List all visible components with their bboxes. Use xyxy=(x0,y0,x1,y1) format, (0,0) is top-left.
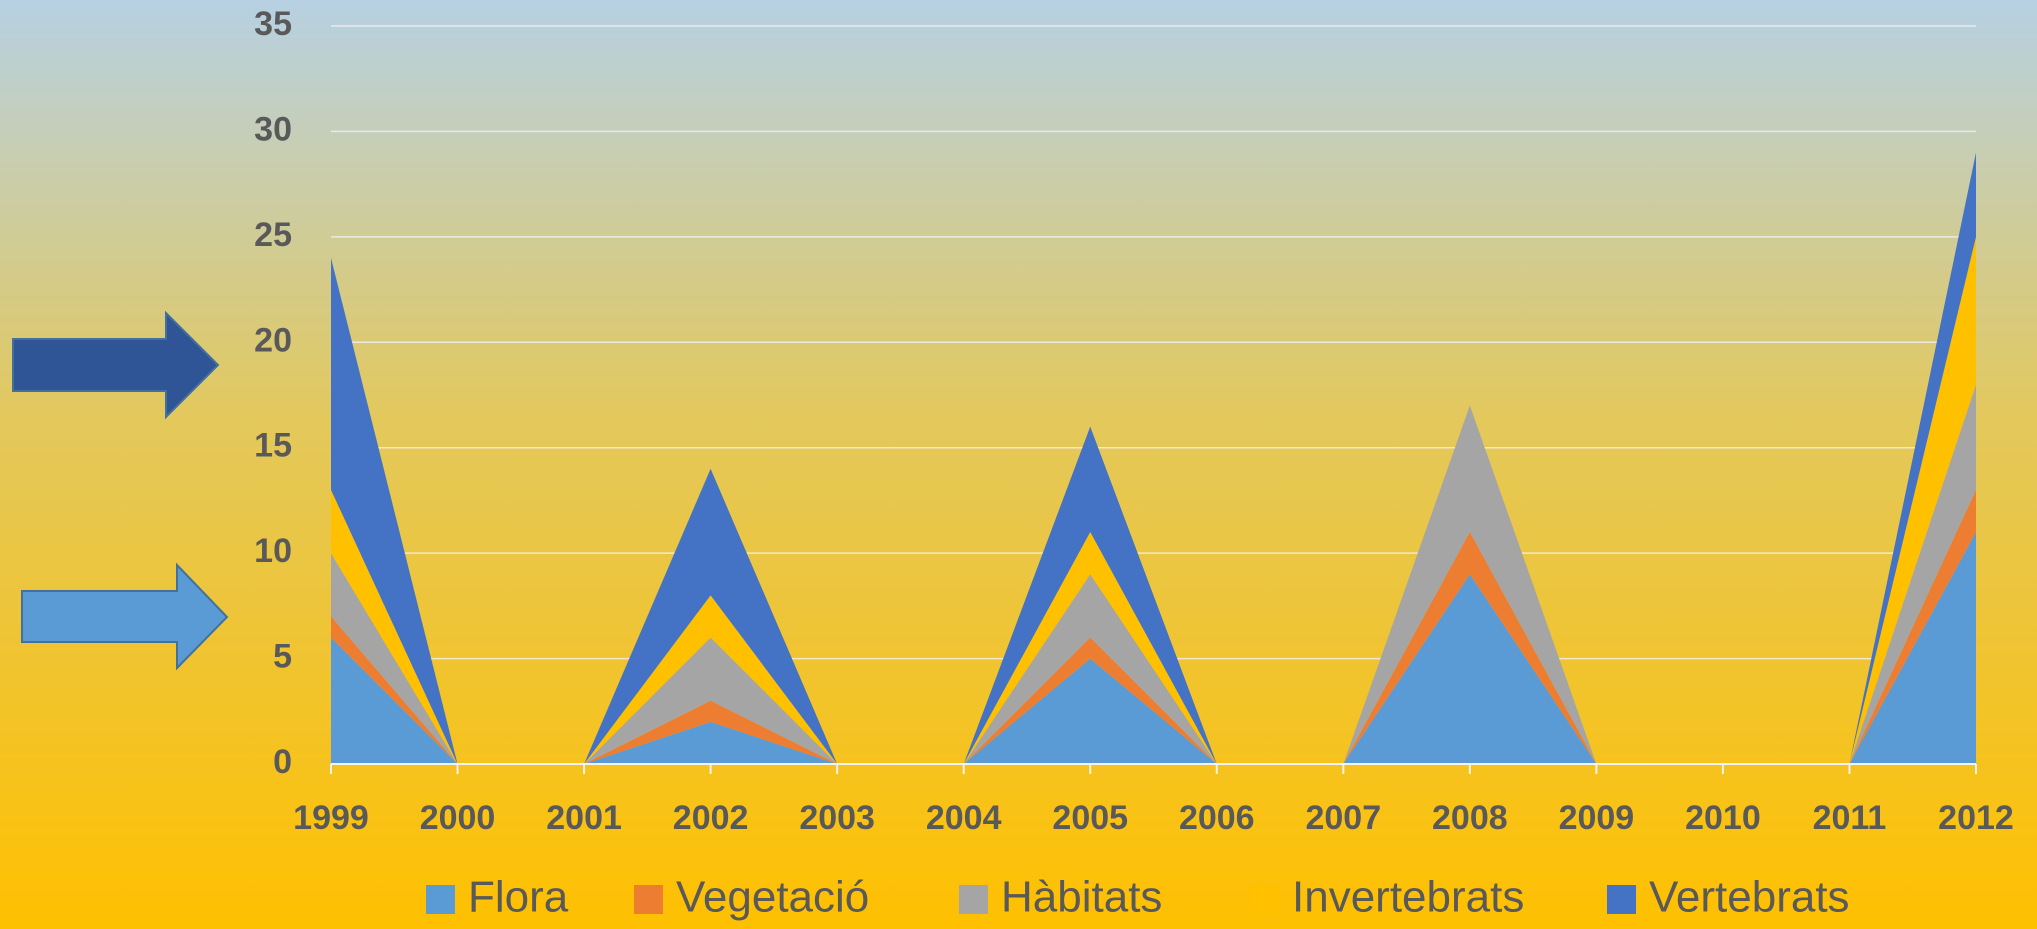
y-tick-label: 15 xyxy=(254,427,292,465)
x-tick-label: 2007 xyxy=(1305,799,1381,837)
legend-swatch xyxy=(426,885,455,914)
y-tick-label: 35 xyxy=(254,5,292,43)
y-tick-label: 0 xyxy=(273,743,292,781)
area xyxy=(331,384,1976,764)
legend-swatch xyxy=(1250,885,1279,914)
x-tick-label: 2001 xyxy=(546,799,622,837)
x-tick-label: 2009 xyxy=(1559,799,1635,837)
x-tick-label: 2011 xyxy=(1813,799,1887,837)
legend-label: Flora xyxy=(468,873,569,922)
area xyxy=(331,532,1976,764)
x-tick-label: 2005 xyxy=(1052,799,1128,837)
area xyxy=(331,489,1976,764)
x-tick-label: 2010 xyxy=(1685,799,1761,837)
legend-label: Vegetació xyxy=(676,873,869,922)
x-tick-label: 1999 xyxy=(293,799,369,837)
x-tick-label: 2004 xyxy=(926,799,1002,837)
area xyxy=(331,236,1976,764)
x-tick-label: 2012 xyxy=(1938,799,2014,837)
y-tick-label: 25 xyxy=(254,216,292,254)
y-tick-label: 10 xyxy=(254,532,292,570)
y-tick-label: 30 xyxy=(254,110,292,148)
legend-label: Invertebrats xyxy=(1292,873,1524,922)
y-tick-label: 20 xyxy=(254,321,292,359)
x-tick-label: 2000 xyxy=(420,799,496,837)
legend-swatch xyxy=(634,885,663,914)
x-tick-label: 2006 xyxy=(1179,799,1255,837)
legend-swatch xyxy=(1607,885,1636,914)
x-tick-label: 2002 xyxy=(673,799,749,837)
area xyxy=(331,152,1976,764)
arrow-light xyxy=(21,562,229,671)
legend-label: Vertebrats xyxy=(1649,873,1850,922)
arrow-dark xyxy=(12,310,220,420)
x-tick-label: 2003 xyxy=(799,799,875,837)
legend-label: Hàbitats xyxy=(1001,873,1162,922)
legend-swatch xyxy=(959,885,988,914)
y-tick-label: 5 xyxy=(273,638,292,676)
x-tick-label: 2008 xyxy=(1432,799,1508,837)
